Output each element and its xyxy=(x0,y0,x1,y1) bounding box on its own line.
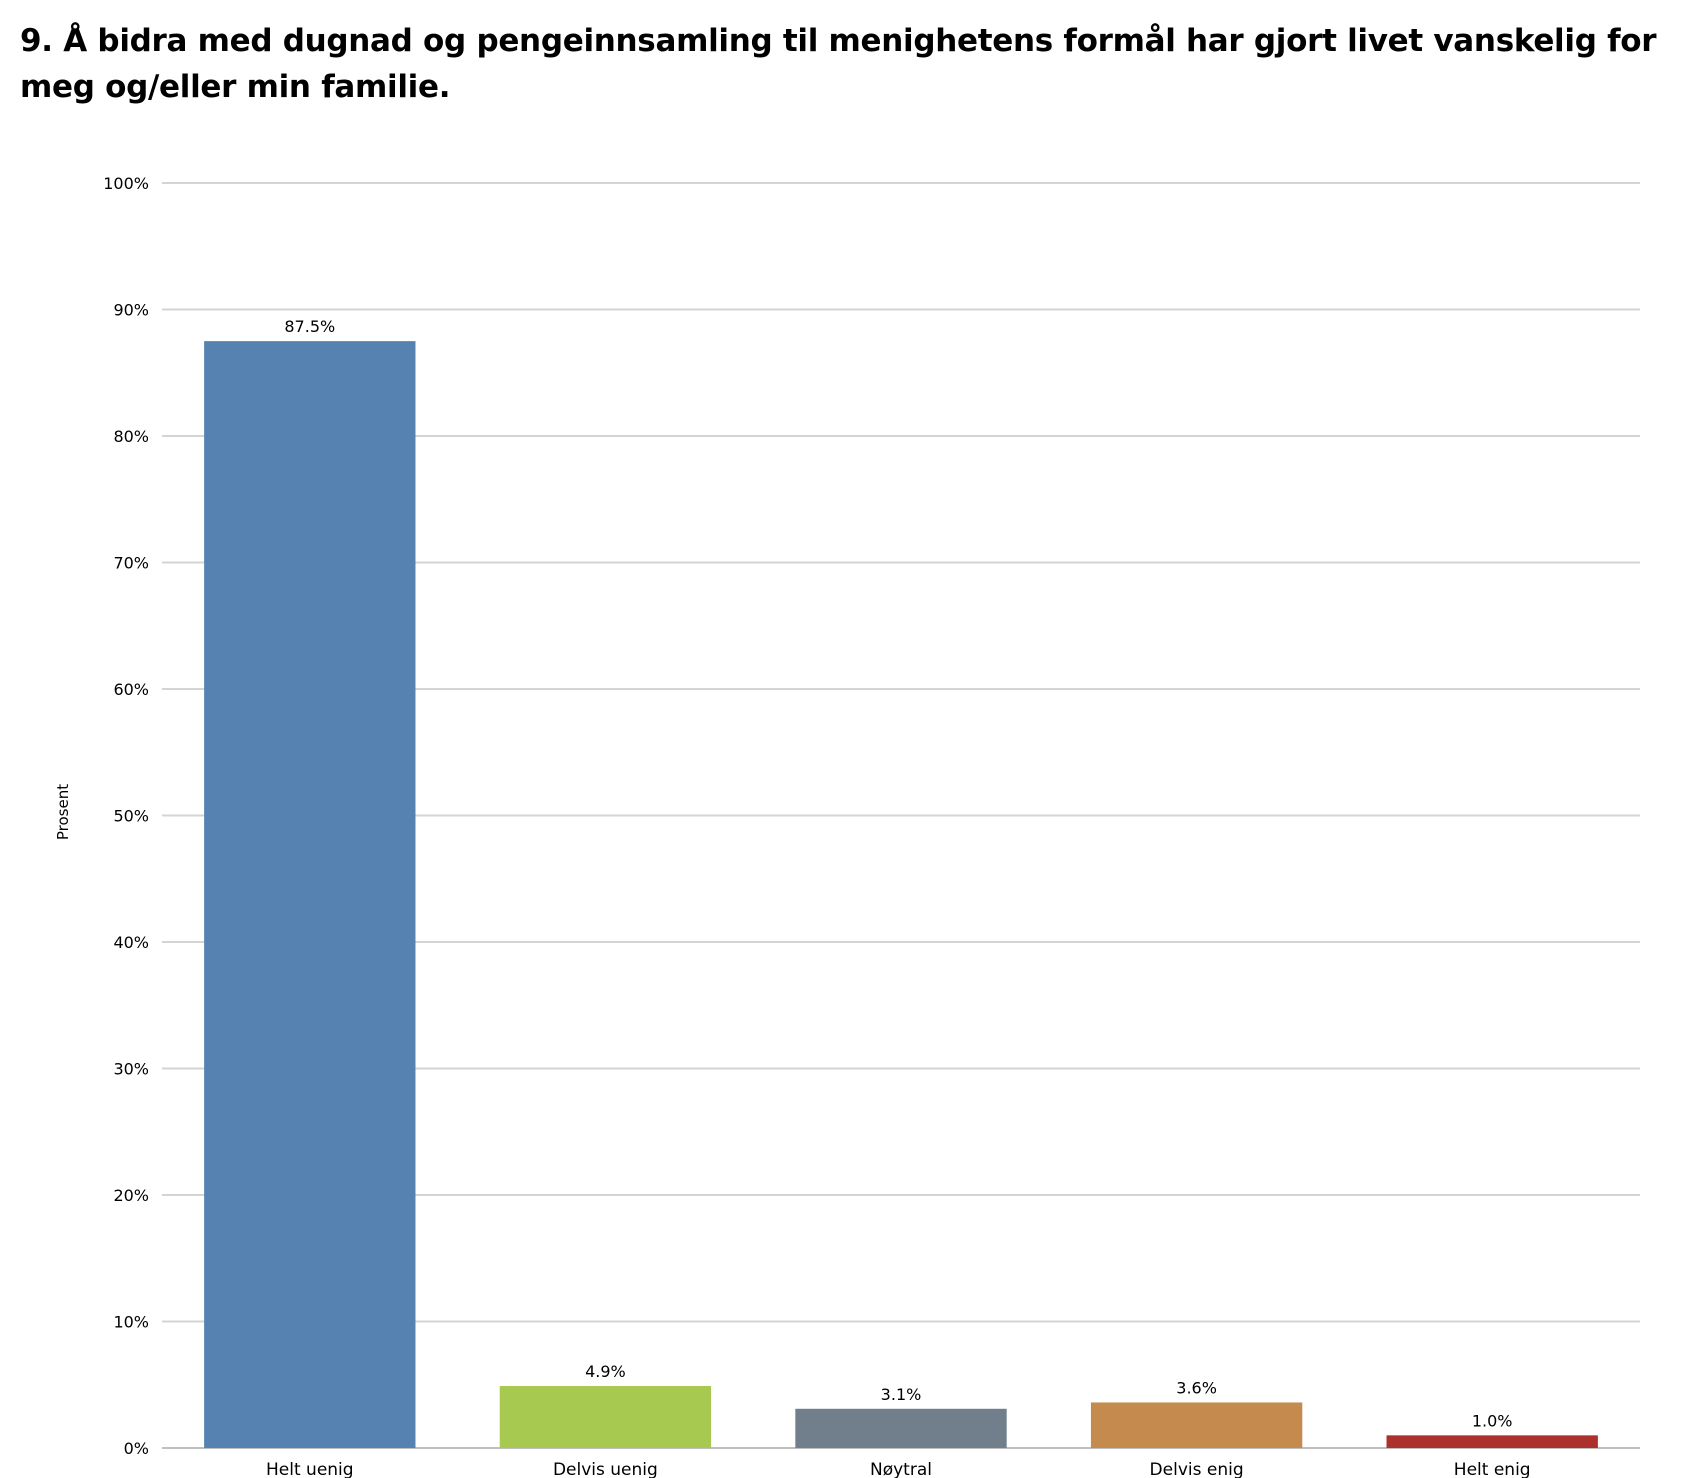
chart-title: 9. Å bidra med dugnad og pengeinnsamling… xyxy=(20,23,1657,105)
y-tick-label: 80% xyxy=(113,427,149,446)
category-labels: Helt uenig Delvis uenig Nøytral Delvis enig… xyxy=(266,1460,1531,1478)
y-axis-ticks: 0% 10% 20% 30% 40% 50% 60% 70% 80% 90% 100% xyxy=(103,174,149,1458)
y-tick-label: 60% xyxy=(113,680,149,699)
data-label: 87.5% xyxy=(284,317,335,336)
data-labels: 87.5% 4.9% 3.1% 3.6% 1.0% xyxy=(284,317,1512,1430)
data-label: 1.0% xyxy=(1472,1411,1513,1430)
y-tick-label: 70% xyxy=(113,554,149,573)
data-label: 3.1% xyxy=(881,1385,922,1404)
y-tick-label: 90% xyxy=(113,301,149,320)
category-label: Delvis uenig xyxy=(553,1460,658,1478)
bar xyxy=(1386,1435,1598,1448)
y-tick-label: 20% xyxy=(113,1186,149,1205)
data-label: 3.6% xyxy=(1176,1378,1217,1397)
y-tick-label: 0% xyxy=(124,1439,149,1458)
y-tick-label: 40% xyxy=(113,933,149,952)
category-label: Nøytral xyxy=(870,1460,932,1478)
data-label: 4.9% xyxy=(585,1362,626,1381)
y-axis-title: Prosent xyxy=(54,784,72,840)
category-label: Helt uenig xyxy=(266,1460,354,1478)
bars xyxy=(204,341,1598,1448)
y-tick-label: 30% xyxy=(113,1060,149,1079)
y-tick-label: 10% xyxy=(113,1313,149,1332)
bar xyxy=(795,1408,1007,1448)
bar xyxy=(499,1386,712,1448)
category-label: Delvis enig xyxy=(1150,1460,1244,1478)
bar xyxy=(1090,1402,1303,1448)
bar xyxy=(204,341,416,1448)
y-tick-label: 50% xyxy=(113,807,149,826)
y-tick-label: 100% xyxy=(103,174,149,193)
category-label: Helt enig xyxy=(1454,1460,1531,1478)
